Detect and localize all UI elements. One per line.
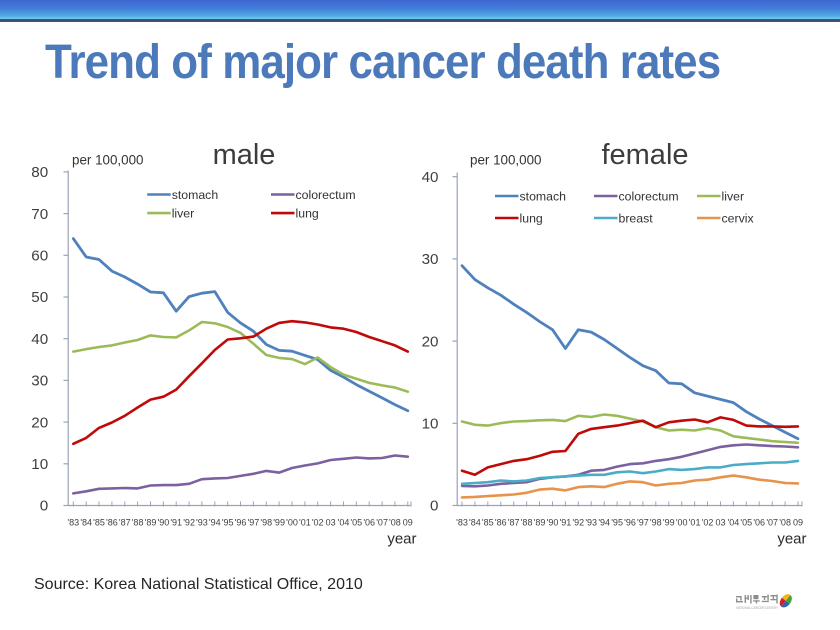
svg-text:'99: '99 (273, 518, 285, 528)
svg-text:'88: '88 (132, 518, 144, 528)
svg-text:'83: '83 (67, 518, 79, 528)
svg-text:year: year (777, 531, 806, 548)
svg-text:'01: '01 (689, 518, 701, 528)
svg-text:'08: '08 (779, 518, 791, 528)
svg-text:'02: '02 (312, 518, 324, 528)
svg-text:male: male (213, 139, 276, 171)
svg-text:stomach: stomach (520, 190, 567, 204)
svg-text:'89: '89 (534, 518, 546, 528)
svg-text:09: 09 (793, 518, 803, 528)
svg-text:'92: '92 (572, 518, 584, 528)
svg-text:'89: '89 (145, 518, 157, 528)
svg-text:breast: breast (619, 212, 654, 226)
svg-text:0: 0 (40, 498, 48, 515)
svg-text:'95: '95 (611, 518, 623, 528)
svg-text:'98: '98 (260, 518, 272, 528)
svg-text:40: 40 (422, 169, 439, 186)
svg-text:'94: '94 (209, 518, 221, 528)
svg-text:80: 80 (31, 164, 48, 181)
svg-text:'90: '90 (158, 518, 170, 528)
svg-text:'06: '06 (363, 518, 375, 528)
svg-text:'94: '94 (598, 518, 610, 528)
svg-text:40: 40 (31, 331, 48, 348)
svg-text:stomach: stomach (172, 188, 219, 202)
svg-text:09: 09 (403, 518, 413, 528)
svg-text:liver: liver (172, 207, 195, 221)
svg-text:20: 20 (31, 414, 48, 431)
svg-text:'85: '85 (482, 518, 494, 528)
svg-text:'92: '92 (183, 518, 195, 528)
svg-text:'85: '85 (93, 518, 105, 528)
svg-text:'02: '02 (702, 518, 714, 528)
svg-text:'05: '05 (740, 518, 752, 528)
svg-text:'01: '01 (299, 518, 311, 528)
svg-text:'00: '00 (286, 518, 298, 528)
svg-text:'88: '88 (521, 518, 533, 528)
svg-text:per 100,000: per 100,000 (470, 153, 541, 168)
svg-text:60: 60 (31, 248, 48, 265)
svg-text:colorectum: colorectum (619, 190, 679, 204)
svg-text:'91: '91 (560, 518, 572, 528)
svg-text:50: 50 (31, 289, 48, 306)
svg-text:'93: '93 (585, 518, 597, 528)
svg-text:'07: '07 (766, 518, 778, 528)
svg-text:03: 03 (715, 518, 725, 528)
svg-text:'08: '08 (389, 518, 401, 528)
svg-text:year: year (387, 531, 416, 548)
svg-text:'06: '06 (753, 518, 765, 528)
svg-text:'97: '97 (248, 518, 260, 528)
svg-text:NATIONAL CANCER CENTER: NATIONAL CANCER CENTER (736, 606, 778, 610)
svg-text:'96: '96 (235, 518, 247, 528)
svg-text:'83: '83 (456, 518, 468, 528)
svg-text:'04: '04 (338, 518, 350, 528)
svg-text:20: 20 (422, 333, 439, 350)
svg-text:10: 10 (422, 416, 439, 433)
svg-text:'90: '90 (547, 518, 559, 528)
svg-text:'86: '86 (495, 518, 507, 528)
svg-text:cervix: cervix (722, 212, 755, 226)
svg-text:lung: lung (296, 207, 319, 221)
svg-text:0: 0 (430, 498, 438, 515)
svg-text:10: 10 (31, 456, 48, 473)
svg-text:'05: '05 (350, 518, 362, 528)
svg-text:'00: '00 (676, 518, 688, 528)
svg-text:'87: '87 (119, 518, 131, 528)
svg-text:'86: '86 (106, 518, 118, 528)
svg-text:'97: '97 (637, 518, 649, 528)
svg-text:'84: '84 (80, 518, 92, 528)
svg-text:'84: '84 (469, 518, 481, 528)
svg-text:'96: '96 (624, 518, 636, 528)
svg-text:'04: '04 (728, 518, 740, 528)
svg-text:liver: liver (722, 190, 745, 204)
svg-text:'98: '98 (650, 518, 662, 528)
svg-text:lung: lung (520, 212, 543, 226)
svg-text:30: 30 (31, 373, 48, 390)
svg-text:30: 30 (422, 251, 439, 268)
svg-text:per 100,000: per 100,000 (72, 153, 143, 168)
svg-text:colorectum: colorectum (296, 188, 356, 202)
svg-text:'91: '91 (170, 518, 182, 528)
svg-text:'99: '99 (663, 518, 675, 528)
svg-text:'93: '93 (196, 518, 208, 528)
svg-text:'95: '95 (222, 518, 234, 528)
svg-text:'87: '87 (508, 518, 520, 528)
svg-text:03: 03 (326, 518, 336, 528)
svg-text:70: 70 (31, 206, 48, 223)
svg-text:female: female (601, 139, 688, 171)
svg-text:'07: '07 (376, 518, 388, 528)
